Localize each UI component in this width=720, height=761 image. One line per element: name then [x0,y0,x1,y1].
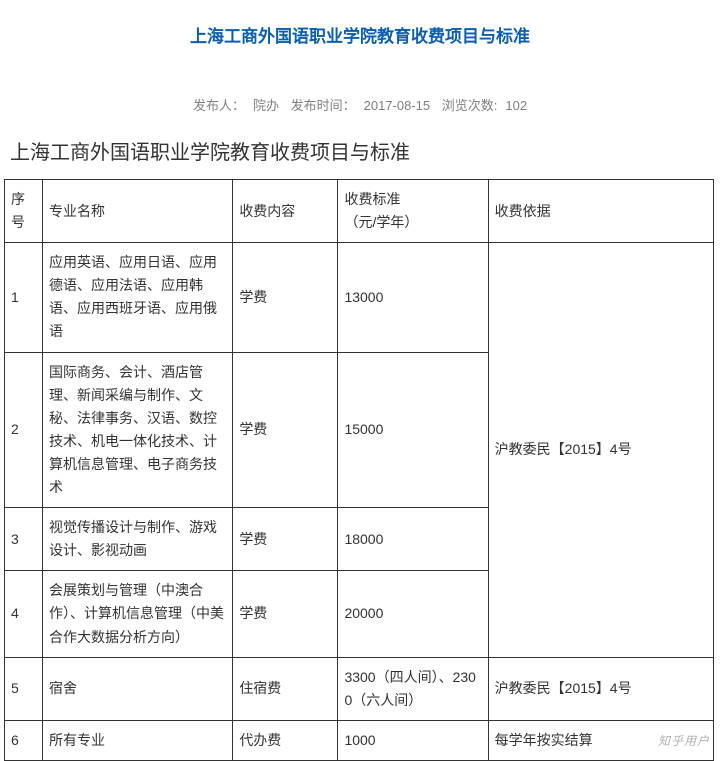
cell-item: 学费 [233,243,338,352]
col-std-line1: 收费标准 [344,188,481,211]
cell-item: 住宿费 [233,657,338,720]
fee-table: 序号 专业名称 收费内容 收费标准 （元/学年） 收费依据 1 应用英语、应用日… [4,179,714,761]
col-major: 专业名称 [43,180,233,243]
cell-major: 视觉传播设计与制作、游戏设计、影视动画 [43,508,233,571]
cell-basis: 沪教委民【2015】4号 [488,657,713,720]
cell-idx: 1 [5,243,43,352]
meta-row: 发布人： 院办 发布时间： 2017-08-15 浏览次数: 102 [0,55,720,126]
cell-item: 代办费 [233,720,338,760]
cell-idx: 2 [5,352,43,508]
col-item: 收费内容 [233,180,338,243]
col-std-line2: （元/学年） [344,211,481,234]
cell-major: 所有专业 [43,720,233,760]
cell-major: 应用英语、应用日语、应用德语、应用法语、应用韩语、应用西班牙语、应用俄语 [43,243,233,352]
cell-item: 学费 [233,352,338,508]
cell-idx: 3 [5,508,43,571]
cell-major: 会展策划与管理（中澳合作）、计算机信息管理（中美合作大数据分析方向） [43,571,233,657]
cell-std: 20000 [338,571,488,657]
views-label: 浏览次数: [442,98,498,113]
table-row: 1 应用英语、应用日语、应用德语、应用法语、应用韩语、应用西班牙语、应用俄语 学… [5,243,714,352]
table-row: 5 宿舍 住宿费 3300（四人间）、2300（六人间） 沪教委民【2015】4… [5,657,714,720]
cell-item: 学费 [233,571,338,657]
col-std: 收费标准 （元/学年） [338,180,488,243]
col-basis: 收费依据 [488,180,713,243]
page-title: 上海工商外国语职业学院教育收费项目与标准 [0,0,720,55]
table-row: 6 所有专业 代办费 1000 每学年按实结算 [5,720,714,760]
cell-idx: 5 [5,657,43,720]
cell-major: 国际商务、会计、酒店管理、新闻采编与制作、文秘、法律事务、汉语、数控技术、机电一… [43,352,233,508]
cell-idx: 6 [5,720,43,760]
publisher-label: 发布人： [193,98,245,113]
cell-std: 1000 [338,720,488,760]
watermark: 知乎用户 [658,732,710,749]
views-value: 102 [505,98,527,113]
cell-std: 15000 [338,352,488,508]
table-header-row: 序号 专业名称 收费内容 收费标准 （元/学年） 收费依据 [5,180,714,243]
cell-std: 18000 [338,508,488,571]
sub-title: 上海工商外国语职业学院教育收费项目与标准 [0,126,720,179]
cell-idx: 4 [5,571,43,657]
publisher-value: 院办 [253,98,279,113]
cell-std: 13000 [338,243,488,352]
cell-std: 3300（四人间）、2300（六人间） [338,657,488,720]
time-value: 2017-08-15 [364,98,431,113]
col-idx: 序号 [5,180,43,243]
cell-major: 宿舍 [43,657,233,720]
cell-basis-group: 沪教委民【2015】4号 [488,243,713,657]
cell-item: 学费 [233,508,338,571]
time-label: 发布时间： [291,98,356,113]
